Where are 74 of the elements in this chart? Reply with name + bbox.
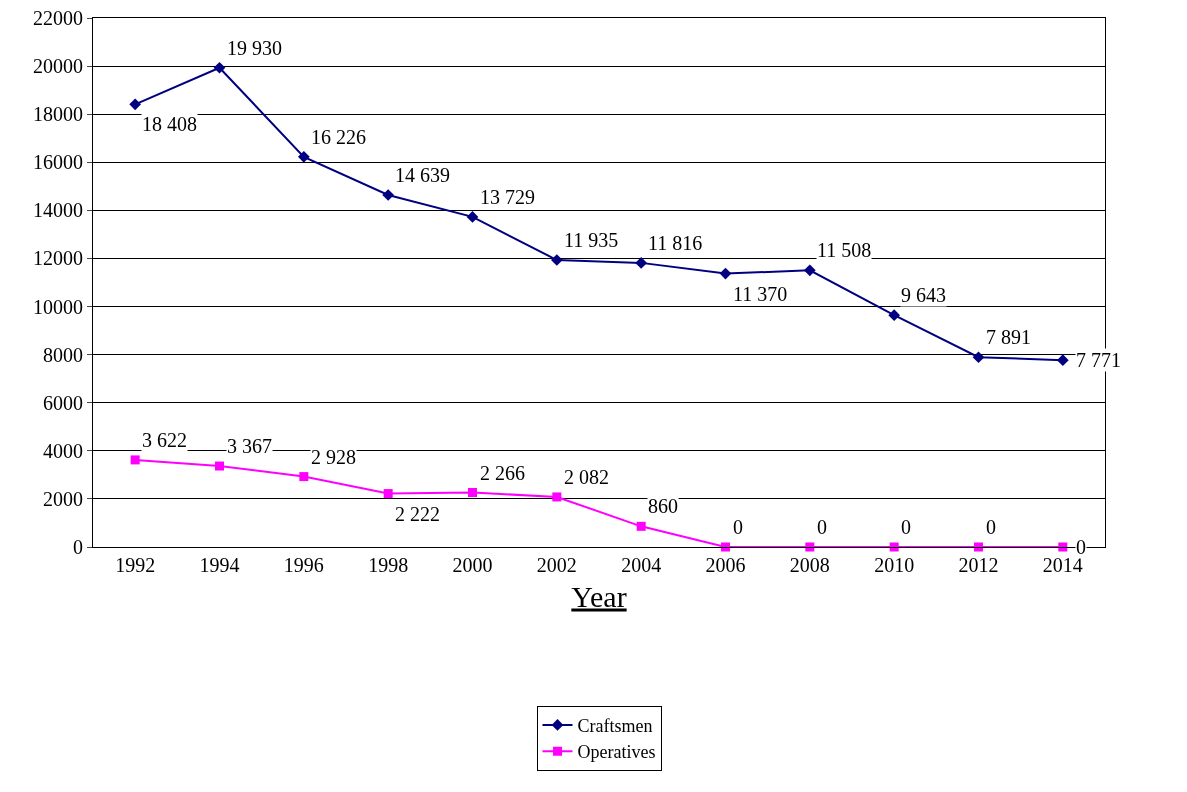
- y-tick-label: 10000: [33, 295, 83, 318]
- point: [297, 150, 310, 163]
- point: [299, 472, 309, 482]
- point: [466, 211, 479, 223]
- y-tick-label: 4000: [43, 439, 83, 462]
- point: [888, 309, 901, 321]
- y-tick-label: 16000: [33, 151, 83, 174]
- point: [468, 488, 477, 498]
- x-tick-label: 2012: [958, 554, 999, 576]
- y-tick-label: 0: [73, 536, 83, 558]
- data-label: 18 408: [142, 113, 197, 135]
- point: [636, 521, 646, 531]
- data-label: 0: [986, 516, 996, 538]
- point: [383, 489, 393, 499]
- x-tick-label: 2006: [705, 554, 746, 576]
- data-label: 2 928: [311, 446, 356, 468]
- y-tick-label: 6000: [43, 391, 83, 414]
- legend-label: Craftsmen: [577, 715, 653, 736]
- data-label: 11 508: [817, 239, 872, 261]
- data-label: 16 226: [311, 126, 366, 148]
- data-label: 9 643: [901, 284, 946, 306]
- x-axis-title: Year: [571, 579, 627, 613]
- point: [803, 264, 816, 277]
- data-label: 2 082: [564, 466, 609, 488]
- point: [1058, 542, 1068, 552]
- point: [552, 492, 562, 502]
- y-tick-label: 20000: [33, 55, 83, 78]
- legend-label: Operatives: [577, 742, 656, 763]
- y-tick-label: 2000: [43, 487, 83, 510]
- y-tick-label: 22000: [33, 7, 83, 29]
- data-label: 0: [901, 516, 911, 538]
- data-label: 0: [733, 516, 743, 538]
- x-tick-label: 1996: [283, 554, 324, 576]
- data-label: 7 891: [986, 326, 1031, 348]
- point: [1056, 354, 1069, 366]
- data-label: 11 370: [733, 283, 788, 305]
- x-tick-label: 2010: [874, 554, 915, 576]
- data-label: 2 266: [480, 462, 525, 484]
- data-label: 14 639: [395, 164, 450, 186]
- point: [972, 351, 985, 364]
- point: [129, 98, 142, 111]
- x-tick-label: 1992: [115, 554, 156, 576]
- data-label: 11 935: [564, 229, 619, 251]
- y-tick-label: 18000: [33, 103, 83, 126]
- data-label: 7 771: [1076, 349, 1121, 371]
- point: [130, 455, 140, 465]
- x-tick-label: 2008: [789, 554, 830, 576]
- data-label: 19 930: [227, 37, 282, 59]
- x-tick-label: 2002: [536, 554, 577, 576]
- data-label: 0: [1076, 536, 1086, 558]
- data-label: 13 729: [480, 186, 535, 208]
- x-tick-label: 2000: [452, 554, 493, 576]
- point: [213, 61, 226, 74]
- point: [215, 461, 224, 471]
- x-tick-label: 2004: [621, 554, 662, 576]
- y-tick-label: 12000: [33, 247, 83, 270]
- point: [635, 257, 648, 269]
- point: [974, 542, 983, 552]
- point: [805, 542, 815, 552]
- data-label: 3 622: [142, 429, 187, 451]
- point: [719, 267, 732, 280]
- x-tick-label: 1994: [199, 554, 240, 576]
- data-label: 0: [817, 516, 827, 538]
- data-label: 3 367: [227, 435, 272, 457]
- y-tick-label: 14000: [33, 199, 83, 222]
- data-label: 11 816: [648, 232, 703, 254]
- data-label: 860: [648, 495, 678, 517]
- data-label: 2 222: [395, 503, 440, 525]
- point: [382, 189, 395, 201]
- point: [721, 542, 730, 552]
- point: [889, 542, 899, 552]
- point: [550, 254, 563, 266]
- x-tick-label: 1998: [368, 554, 409, 576]
- y-tick-label: 8000: [43, 343, 83, 366]
